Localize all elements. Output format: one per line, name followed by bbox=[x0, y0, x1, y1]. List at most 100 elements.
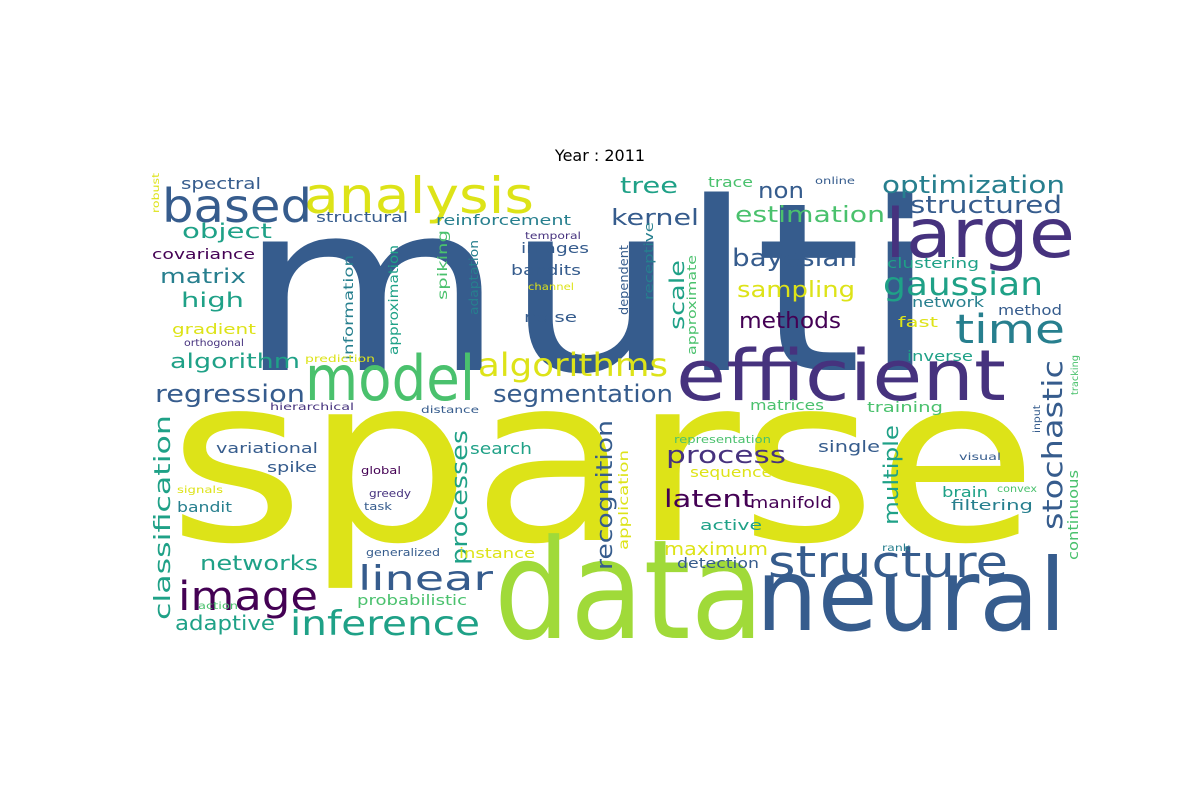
word-sparse: sparse bbox=[168, 328, 1038, 595]
word-matrices: matrices bbox=[750, 398, 824, 414]
word-sequence: sequence bbox=[690, 465, 772, 481]
word-maximum: maximum bbox=[664, 539, 768, 560]
word-processes: processes bbox=[448, 430, 473, 565]
word-network: network bbox=[912, 295, 985, 311]
word-image: image bbox=[178, 574, 318, 620]
word-approximation: approximation bbox=[387, 245, 402, 355]
word-approximate: approximate bbox=[685, 255, 699, 355]
word-distance: distance bbox=[421, 405, 479, 416]
word-recognition: recognition bbox=[593, 420, 618, 570]
word-variational: variational bbox=[216, 441, 318, 457]
word-linear: linear bbox=[358, 559, 493, 599]
word-representation: representation bbox=[674, 433, 771, 446]
word-noise: noise bbox=[524, 310, 577, 326]
word-analysis: analysis bbox=[304, 167, 534, 225]
word-orthogonal: orthogonal bbox=[184, 338, 244, 349]
word-sampling: sampling bbox=[737, 278, 855, 303]
word-covariance: covariance bbox=[152, 247, 255, 263]
word-multiple: multiple bbox=[879, 425, 903, 525]
word-spectral: spectral bbox=[181, 174, 261, 193]
word-active: active bbox=[700, 518, 762, 534]
word-high: high bbox=[181, 288, 244, 312]
word-single: single bbox=[818, 437, 880, 456]
word-images: images bbox=[521, 241, 589, 257]
word-algorithms: algorithms bbox=[478, 346, 668, 384]
word-robust: robust bbox=[151, 173, 162, 213]
word-based: based bbox=[162, 179, 312, 233]
word-dependent: dependent bbox=[617, 245, 631, 315]
word-optimization: optimization bbox=[882, 171, 1065, 199]
word-tree: tree bbox=[620, 174, 678, 199]
word-regression: regression bbox=[155, 380, 305, 408]
word-manifold: manifold bbox=[750, 493, 832, 512]
word-filtering: filtering bbox=[951, 498, 1033, 514]
word-generalized: generalized bbox=[366, 546, 440, 559]
word-convex: convex bbox=[997, 484, 1037, 495]
word-probabilistic: probabilistic bbox=[357, 593, 467, 609]
word-algorithm: algorithm bbox=[170, 349, 300, 373]
word-time: time bbox=[955, 307, 1065, 353]
word-kernel: kernel bbox=[611, 206, 699, 231]
word-instance: instance bbox=[459, 546, 535, 562]
word-adaptive: adaptive bbox=[175, 611, 275, 635]
word-inverse: inverse bbox=[907, 349, 973, 365]
word-bandits: bandits bbox=[511, 263, 581, 279]
word-reinforcement: reinforcement bbox=[436, 213, 572, 229]
word-detection: detection bbox=[677, 556, 759, 572]
word-visual: visual bbox=[959, 452, 1001, 463]
word-fast: fast bbox=[898, 315, 939, 331]
word-online: online bbox=[815, 176, 855, 187]
word-temporal: temporal bbox=[525, 231, 581, 242]
word-model: model bbox=[305, 342, 475, 415]
word-rank: rank bbox=[882, 543, 910, 554]
word-task: task bbox=[364, 500, 393, 513]
word-greedy: greedy bbox=[369, 487, 412, 500]
word-data: data bbox=[494, 510, 764, 671]
word-estimation: estimation bbox=[735, 203, 885, 228]
word-networks: networks bbox=[200, 551, 318, 575]
word-method: method bbox=[998, 303, 1062, 319]
word-large: large bbox=[885, 195, 1075, 274]
word-non: non bbox=[758, 179, 804, 204]
word-continuous: continuous bbox=[1066, 470, 1082, 560]
word-scale: scale bbox=[665, 260, 689, 330]
word-spike: spike bbox=[267, 460, 317, 476]
word-bayesian: bayesian bbox=[732, 244, 857, 272]
word-neural: neural bbox=[756, 537, 1066, 654]
word-channel: channel bbox=[528, 282, 574, 293]
word-input: input bbox=[1032, 405, 1043, 433]
word-matrix: matrix bbox=[160, 264, 246, 288]
word-multi: multi bbox=[238, 153, 938, 426]
word-bandit: bandit bbox=[177, 500, 233, 516]
word-signals: signals bbox=[177, 485, 223, 496]
word-receptive: receptive bbox=[642, 222, 656, 300]
word-classification: classification bbox=[151, 415, 176, 620]
word-search: search bbox=[470, 439, 532, 458]
word-stochastic: stochastic bbox=[1036, 360, 1069, 530]
word-process: process bbox=[666, 441, 786, 469]
word-gaussian: gaussian bbox=[883, 265, 1043, 303]
chart-title: Year : 2011 bbox=[554, 146, 646, 165]
word-gradient: gradient bbox=[172, 322, 257, 338]
word-latent: latent bbox=[664, 485, 754, 513]
word-structured: structured bbox=[910, 191, 1062, 219]
word-segmentation: segmentation bbox=[493, 380, 673, 408]
word-global: global bbox=[361, 464, 401, 477]
word-object: object bbox=[182, 219, 272, 243]
word-hierarchical: hierarchical bbox=[270, 402, 354, 413]
word-spiking: spiking bbox=[436, 230, 451, 300]
word-adaptation: adaptation bbox=[467, 240, 481, 315]
word-action: action bbox=[198, 601, 238, 612]
word-clustering: clustering bbox=[887, 256, 979, 272]
word-trace: trace bbox=[708, 175, 753, 191]
word-information: information bbox=[342, 255, 357, 360]
word-tracking: tracking bbox=[1070, 355, 1081, 395]
word-application: application bbox=[617, 450, 632, 550]
word-training: training bbox=[867, 400, 943, 416]
word-brain: brain bbox=[942, 485, 988, 501]
word-efficient: efficient bbox=[676, 335, 1006, 417]
word-structure: structure bbox=[768, 537, 1008, 588]
word-methods: methods bbox=[739, 309, 841, 334]
word-inference: inference bbox=[290, 604, 480, 644]
